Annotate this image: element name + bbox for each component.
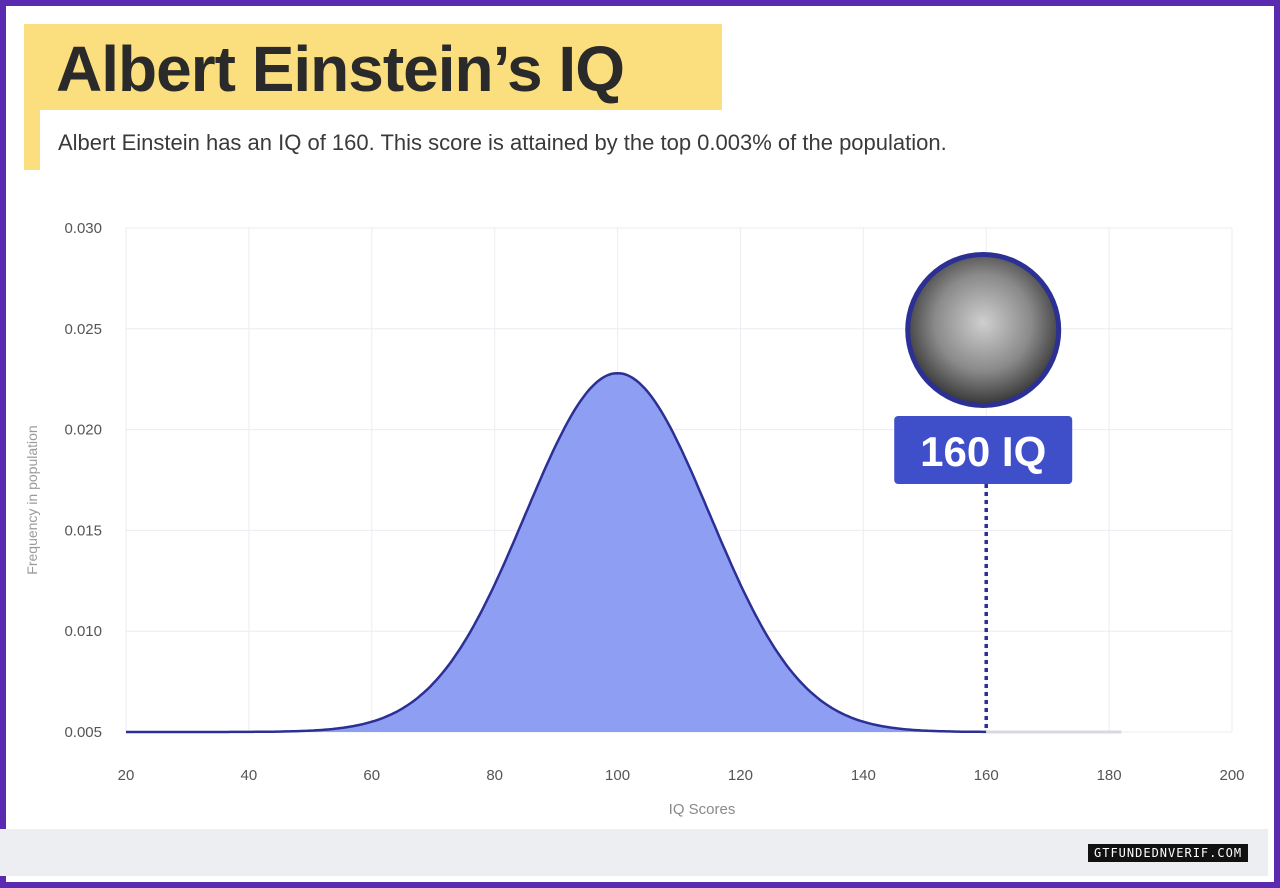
x-tick-label: 160 xyxy=(974,767,999,784)
watermark: GTFUNDEDNVERIF.COM xyxy=(1088,844,1249,862)
iq-marker-label: 160 IQ xyxy=(894,416,1073,484)
x-tick-label: 20 xyxy=(118,767,135,784)
x-tick-label: 80 xyxy=(486,767,503,784)
title-highlight xyxy=(24,24,722,110)
distribution-area xyxy=(126,373,987,732)
y-tick-label: 0.025 xyxy=(64,321,102,338)
y-tick-label: 0.015 xyxy=(64,522,102,539)
iq-marker-badge xyxy=(894,416,1073,484)
y-axis-label: Frequency in population xyxy=(24,425,40,574)
tick-labels: 20 40 60 80 100 120 140 160 180 200 0.005 0.010 0.01… xyxy=(64,220,1244,784)
distribution-curve xyxy=(126,371,987,734)
footer-strip xyxy=(0,829,1268,876)
x-tick-label: 40 xyxy=(241,767,258,784)
x-tick-label: 120 xyxy=(728,767,753,784)
y-tick-label: 0.020 xyxy=(64,422,102,439)
title-accent-bar xyxy=(24,110,40,170)
x-tick-label: 100 xyxy=(605,767,630,784)
chart-title: Albert Einstein’s IQ xyxy=(56,33,625,105)
x-axis-label: IQ Scores xyxy=(669,801,736,818)
einstein-portrait xyxy=(905,252,1062,408)
iq-marker-text: 160 IQ xyxy=(920,428,1046,475)
x-tick-label: 60 xyxy=(363,767,380,784)
y-tick-label: 0.010 xyxy=(64,623,102,640)
portrait-image xyxy=(910,257,1057,403)
x-tick-label: 200 xyxy=(1219,767,1244,784)
x-tick-label: 180 xyxy=(1097,767,1122,784)
chart-subtitle: Albert Einstein has an IQ of 160. This s… xyxy=(58,130,947,155)
x-tick-label: 140 xyxy=(851,767,876,784)
y-tick-label: 0.030 xyxy=(64,220,102,237)
y-tick-label: 0.005 xyxy=(64,724,102,741)
